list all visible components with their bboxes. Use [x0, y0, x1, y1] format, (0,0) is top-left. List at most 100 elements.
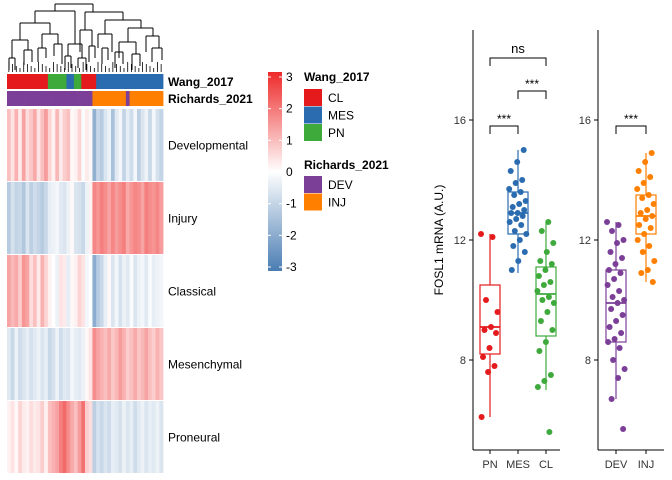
heatmap-row-label: Developmental: [168, 139, 248, 153]
heatmap-cell: [18, 328, 23, 400]
heatmap-cell: [51, 182, 56, 254]
data-point: [621, 366, 628, 372]
heatmap-cell: [103, 328, 108, 400]
data-point: [648, 150, 655, 156]
y-tick-label: 8: [585, 355, 591, 367]
heatmap-cell: [40, 328, 45, 400]
data-point: [614, 240, 620, 246]
data-point: [634, 186, 641, 192]
heatmap-cell: [70, 182, 75, 254]
heatmap-cell: [107, 255, 112, 327]
heatmap-row-labels: Developmental Injury Classical Mesenchymal P…: [168, 139, 248, 445]
data-point: [640, 180, 647, 186]
heatmap-cell: [129, 328, 134, 400]
heatmap-cell: [88, 255, 93, 327]
significance-bracket: [517, 90, 547, 99]
annotation-cell-cl: [29, 74, 34, 89]
heatmap-cell: [125, 182, 130, 254]
heatmap-cell: [159, 182, 164, 254]
heatmap-cell: [44, 109, 49, 181]
annotation-cell-dev: [66, 91, 71, 106]
annotation-cell-dev: [10, 91, 15, 106]
heatmap-cell: [122, 401, 127, 473]
annotation-cell-dev: [7, 91, 12, 106]
annotation-cell-dev: [55, 91, 60, 106]
legend-title: Richards_2021: [304, 158, 389, 172]
heatmap-cell: [99, 401, 104, 473]
heatmap-cell: [62, 255, 67, 327]
heatmap-cell: [118, 182, 123, 254]
data-point: [480, 354, 486, 360]
data-point: [620, 426, 627, 432]
annotation-cell-mes: [129, 74, 134, 89]
data-point: [650, 201, 657, 207]
heatmap-cell: [103, 109, 108, 181]
colorbar-tick-label: -3: [286, 260, 297, 274]
heatmap-cell: [14, 255, 19, 327]
data-point: [489, 234, 496, 240]
data-point: [507, 168, 514, 174]
colorbar-gradient-bar: [268, 72, 282, 271]
heatmap-cell: [33, 182, 38, 254]
legend-swatch: [304, 193, 322, 211]
data-point: [478, 414, 485, 420]
heatmap-cell: [129, 182, 134, 254]
heatmap-cell: [81, 109, 86, 181]
column-dendrogram: [8, 3, 163, 72]
heatmap-cell: [40, 109, 45, 181]
heatmap-cell: [96, 182, 101, 254]
heatmap-cell: [140, 255, 145, 327]
heatmap-cell: [118, 401, 123, 473]
heatmap-cell: [47, 109, 52, 181]
data-point: [542, 267, 549, 273]
heatmap-cell: [62, 182, 67, 254]
heatmap-cell: [92, 255, 97, 327]
heatmap-cell: [7, 401, 12, 473]
y-tick-label: 8: [460, 355, 466, 367]
heatmap-cell: [29, 401, 34, 473]
annotation-cell-dev: [33, 91, 38, 106]
heatmap-cell: [103, 182, 108, 254]
data-point: [539, 297, 546, 303]
heatmap-cell: [133, 182, 138, 254]
colorbar-tick-label: -2: [286, 228, 297, 242]
annotation-cell-dev: [47, 91, 52, 106]
heatmap-cell: [51, 109, 56, 181]
heatmap-cell: [10, 109, 15, 181]
data-point: [545, 294, 552, 300]
annotation-cell-pn: [59, 74, 64, 89]
annotation-cell-dev: [88, 91, 93, 106]
data-point: [514, 210, 521, 216]
data-point: [618, 330, 625, 336]
data-point: [546, 429, 553, 435]
data-point: [506, 219, 513, 225]
heatmap-cell: [36, 255, 41, 327]
heatmap-cell: [66, 328, 71, 400]
data-point: [493, 330, 499, 336]
heatmap-cell: [155, 401, 160, 473]
annotation-cell-inj: [92, 91, 97, 106]
heatmap-cell: [159, 255, 164, 327]
heatmap-cell: [59, 182, 64, 254]
heatmap-cell: [81, 401, 86, 473]
annotation-cell-inj: [96, 91, 101, 106]
heatmap-cell: [81, 328, 86, 400]
data-point: [478, 231, 484, 237]
heatmap-row-label: Proneural: [168, 431, 220, 445]
heatmap-cell: [14, 328, 19, 400]
data-point: [486, 345, 493, 351]
legend-label: PN: [328, 126, 345, 140]
annotation-cell-mes: [148, 74, 153, 89]
heatmap-cell: [125, 255, 130, 327]
heatmap-cell: [25, 401, 30, 473]
heatmap-cell: [148, 255, 153, 327]
annotation-cell-mes: [159, 74, 164, 89]
data-point: [619, 312, 626, 318]
data-point: [614, 300, 621, 306]
heatmap-cell: [144, 182, 149, 254]
data-point: [641, 231, 648, 237]
heatmap-cell: [14, 109, 19, 181]
data-point: [646, 243, 653, 249]
annotation-cell-inj: [107, 91, 112, 106]
